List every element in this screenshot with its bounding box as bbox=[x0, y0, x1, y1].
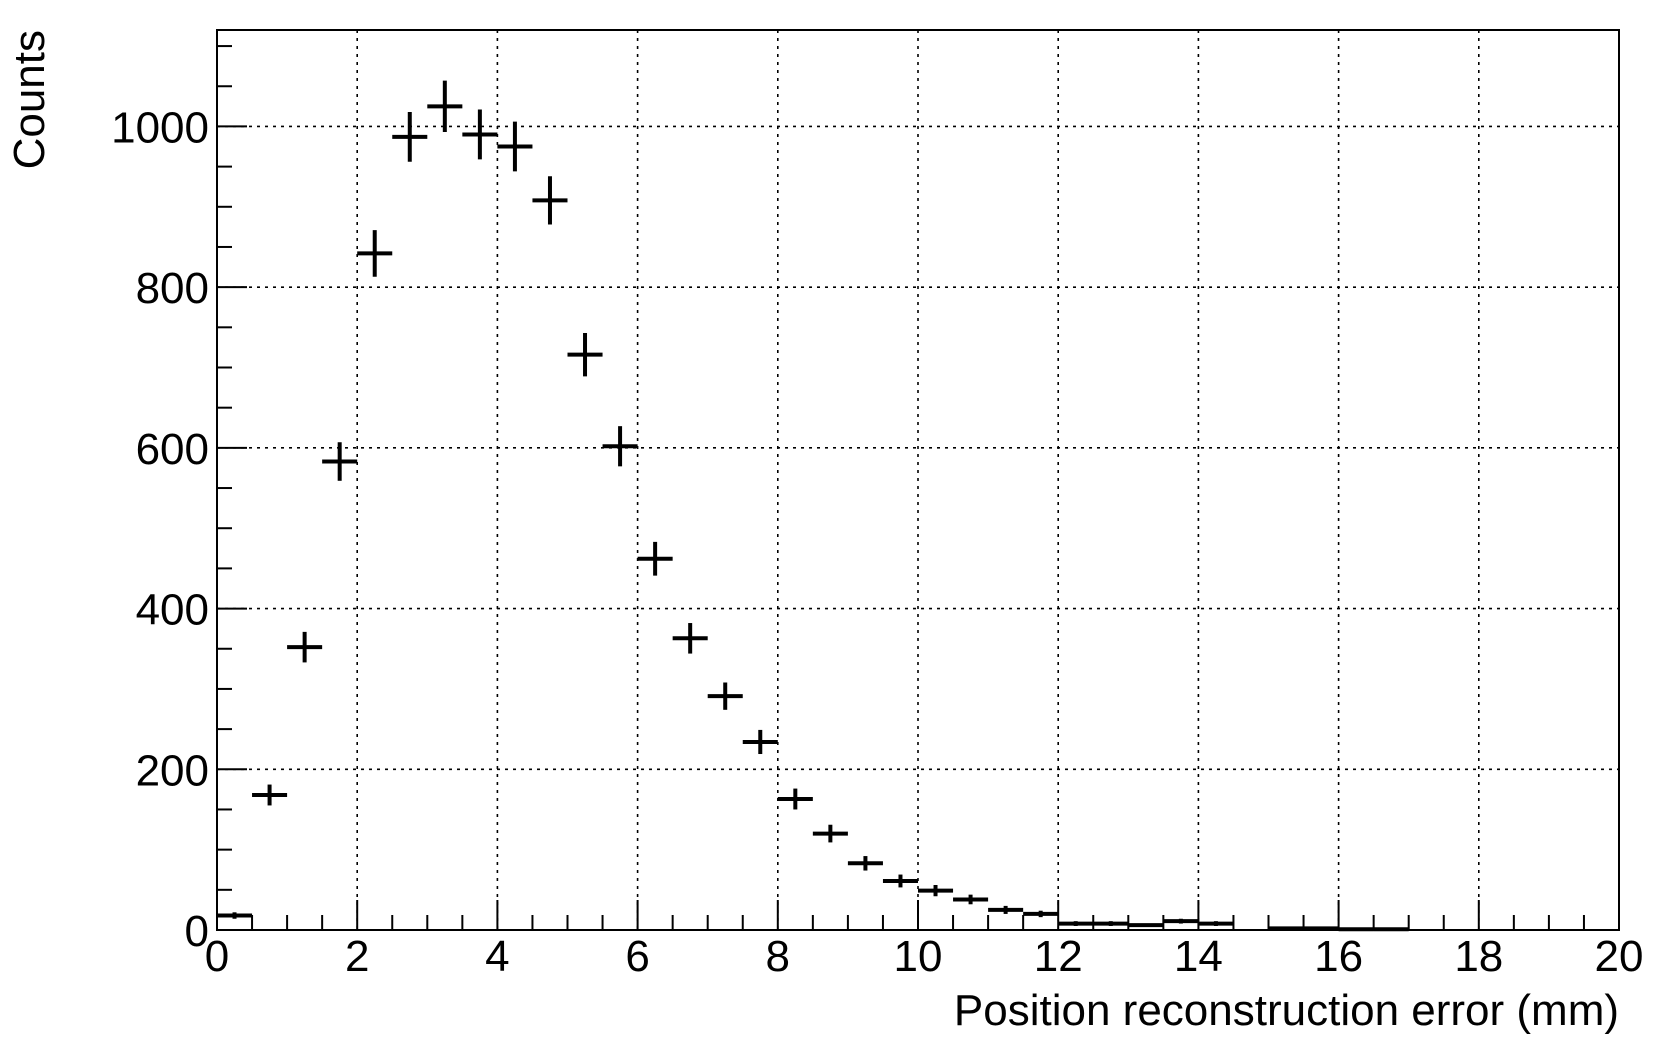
data-point bbox=[1023, 910, 1059, 918]
y-tick-label: 1000 bbox=[111, 103, 209, 152]
data-point bbox=[427, 80, 463, 133]
x-tick-label: 14 bbox=[1174, 932, 1223, 981]
grid bbox=[217, 30, 1619, 930]
data-point bbox=[462, 109, 498, 160]
data-point bbox=[287, 631, 323, 663]
data-point bbox=[217, 912, 253, 919]
y-axis-title: Counts bbox=[5, 30, 54, 169]
data-point bbox=[637, 541, 673, 576]
data-point bbox=[812, 824, 848, 843]
data-point bbox=[882, 874, 918, 888]
y-tick-label: 400 bbox=[136, 586, 209, 635]
data-point bbox=[1093, 921, 1129, 926]
data-point bbox=[532, 176, 568, 225]
x-tick-label: 8 bbox=[766, 932, 790, 981]
y-tick-label: 800 bbox=[136, 264, 209, 313]
data-points bbox=[217, 80, 1409, 932]
data-point bbox=[567, 332, 603, 377]
data-point bbox=[322, 442, 358, 481]
data-point bbox=[847, 856, 883, 871]
axes bbox=[216, 29, 1620, 931]
x-tick-label: 6 bbox=[625, 932, 649, 981]
data-point bbox=[777, 788, 813, 810]
data-point bbox=[497, 121, 533, 172]
data-point bbox=[602, 426, 638, 467]
x-axis-title: Position reconstruction error (mm) bbox=[954, 986, 1619, 1035]
data-point bbox=[1268, 926, 1304, 931]
x-tick-label: 16 bbox=[1314, 932, 1363, 981]
data-point bbox=[252, 784, 288, 806]
x-tick-label: 12 bbox=[1034, 932, 1083, 981]
data-point bbox=[707, 682, 743, 710]
data-point bbox=[672, 623, 708, 654]
y-tick-label: 200 bbox=[136, 746, 209, 795]
x-tick-label: 10 bbox=[894, 932, 943, 981]
data-point bbox=[1303, 926, 1339, 931]
data-point bbox=[742, 729, 778, 755]
data-point bbox=[1163, 918, 1199, 924]
x-tick-label: 0 bbox=[205, 932, 229, 981]
data-point bbox=[988, 905, 1024, 914]
data-point bbox=[1128, 923, 1164, 928]
data-point bbox=[357, 230, 393, 277]
x-tick-label: 20 bbox=[1595, 932, 1644, 981]
data-point bbox=[953, 894, 989, 905]
y-tick-label: 0 bbox=[185, 907, 209, 956]
data-point bbox=[1198, 921, 1234, 926]
data-point bbox=[918, 885, 954, 897]
y-tick-label: 600 bbox=[136, 425, 209, 474]
data-point bbox=[1058, 921, 1094, 926]
x-tick-label: 18 bbox=[1454, 932, 1503, 981]
data-point bbox=[392, 111, 428, 162]
x-tick-label: 2 bbox=[345, 932, 369, 981]
x-tick-label: 4 bbox=[485, 932, 509, 981]
